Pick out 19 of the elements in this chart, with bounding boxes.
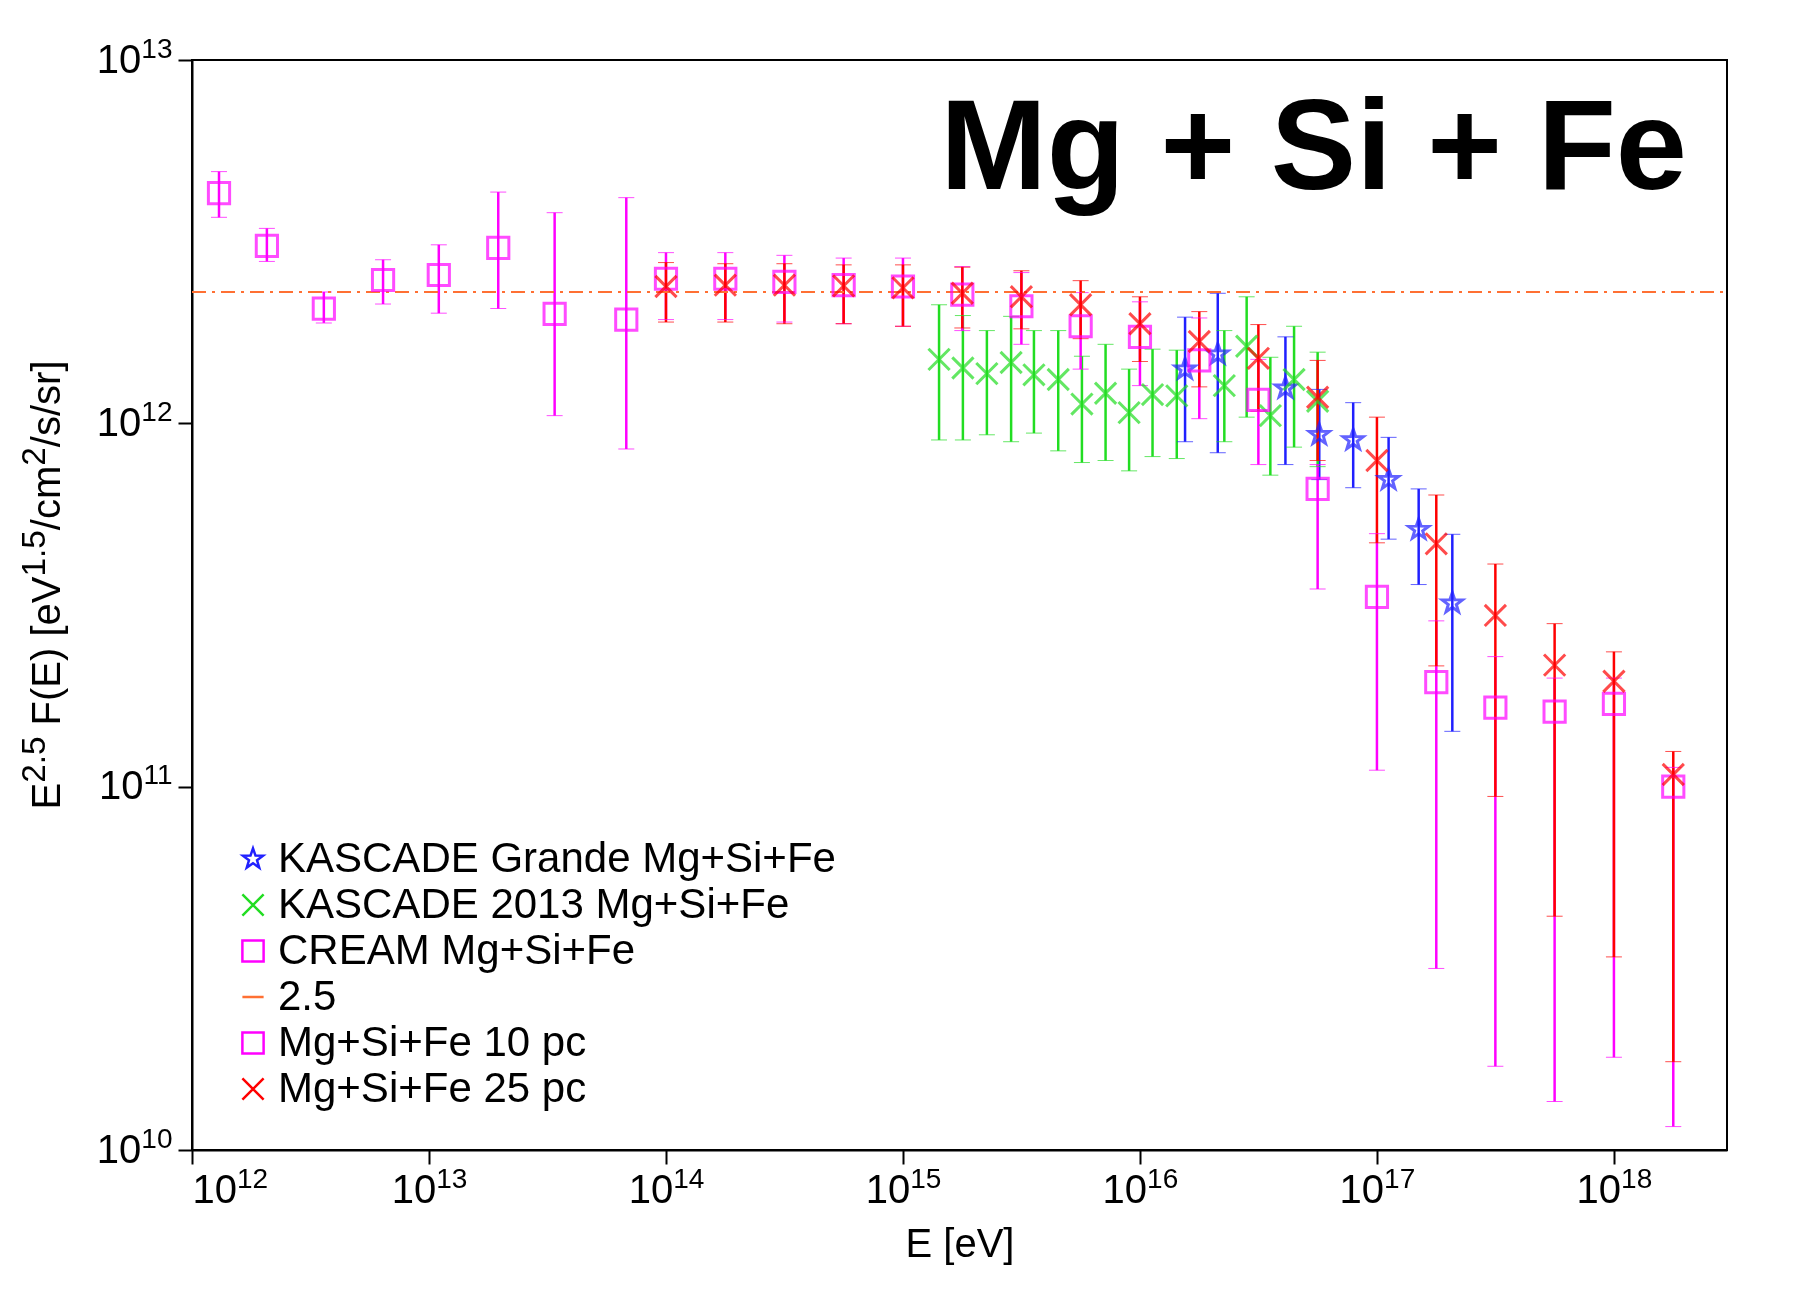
- x-tick-label: 10$^{12}$: [192, 1162, 269, 1211]
- legend-label: Mg+Si+Fe 25 pc: [278, 1064, 587, 1111]
- y-tick-label: 10$^{13}$: [96, 32, 173, 81]
- chart-title: Mg + Si + Fe: [940, 73, 1687, 216]
- x-tick-label: 10$^{18}$: [1576, 1162, 1653, 1211]
- legend-label: Mg+Si+Fe 10 pc: [278, 1018, 587, 1065]
- legend-label: CREAM Mg+Si+Fe: [278, 926, 636, 973]
- x-tick-label: 10$^{13}$: [391, 1162, 468, 1211]
- y-tick-label: 10$^{10}$: [96, 1122, 173, 1171]
- y-tick-label: 10$^{12}$: [96, 395, 173, 444]
- x-tick-label: 10$^{17}$: [1339, 1162, 1416, 1211]
- x-tick-label: 10$^{16}$: [1102, 1162, 1179, 1211]
- x-tick-label: 10$^{14}$: [628, 1162, 705, 1211]
- legend-label: 2.5: [278, 972, 337, 1019]
- x-tick-label: 10$^{15}$: [865, 1162, 942, 1211]
- legend-label: KASCADE 2013 Mg+Si+Fe: [278, 880, 790, 927]
- y-tick-label: 10$^{11}$: [98, 758, 173, 808]
- legend-label: KASCADE Grande Mg+Si+Fe: [278, 834, 836, 881]
- x-axis-title: E [eV]: [905, 1220, 1015, 1265]
